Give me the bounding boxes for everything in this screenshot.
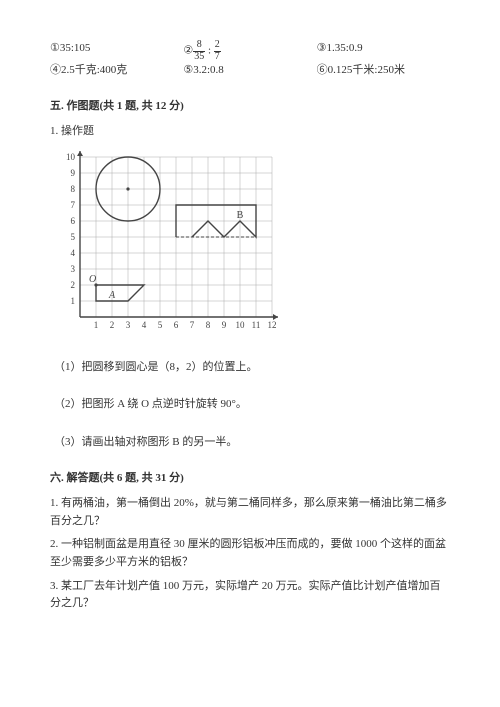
ratio-row-2: ④2.5千克:400克 ⑤3.2:0.8 ⑥0.125千米:250米 xyxy=(50,62,450,80)
ratio-1: ①35:105 xyxy=(50,40,183,62)
section-5-q1-title: 1. 操作题 xyxy=(50,123,450,141)
fraction-1: 835 xyxy=(193,40,205,62)
svg-text:4: 4 xyxy=(71,248,76,258)
ratio-6: ⑥0.125千米:250米 xyxy=(317,62,450,80)
section-6-q2: 2. 一种铝制面盆是用直径 30 厘米的圆形铝板冲压而成的，要做 1000 个这… xyxy=(50,536,450,571)
fraction-1-num: 8 xyxy=(193,40,205,52)
svg-text:3: 3 xyxy=(126,320,131,330)
svg-text:A: A xyxy=(108,290,116,301)
fraction-2-den: 7 xyxy=(214,52,221,63)
ratio-2-prefix: ② xyxy=(183,45,193,57)
grid-diagram: 12345678910111212345678910AOB xyxy=(50,147,290,347)
fraction-1-den: 35 xyxy=(193,52,205,63)
section-6-q3: 3. 某工厂去年计划产值 100 万元，实际增产 20 万元。实际产值比计划产值… xyxy=(50,578,450,613)
svg-text:6: 6 xyxy=(71,216,76,226)
svg-text:11: 11 xyxy=(252,320,261,330)
svg-text:2: 2 xyxy=(71,280,76,290)
svg-text:8: 8 xyxy=(206,320,211,330)
svg-text:12: 12 xyxy=(268,320,277,330)
section-5-sub2: （2）把图形 A 绕 O 点逆时针旋转 90°。 xyxy=(54,396,450,414)
svg-text:9: 9 xyxy=(71,168,76,178)
svg-text:5: 5 xyxy=(158,320,163,330)
svg-text:7: 7 xyxy=(71,200,76,210)
svg-text:2: 2 xyxy=(110,320,115,330)
svg-text:9: 9 xyxy=(222,320,227,330)
fraction-2-num: 2 xyxy=(214,40,221,52)
svg-text:1: 1 xyxy=(94,320,99,330)
section-5-sub3: （3）请画出轴对称图形 B 的另一半。 xyxy=(54,434,450,452)
section-6-title: 六. 解答题(共 6 题, 共 31 分) xyxy=(50,470,450,488)
fraction-2: 27 xyxy=(214,40,221,62)
section-6-q1: 1. 有两桶油，第一桶倒出 20%，就与第二桶同样多，那么原来第一桶油比第二桶多… xyxy=(50,495,450,530)
svg-text:4: 4 xyxy=(142,320,147,330)
section-5-sub1: （1）把圆移到圆心是（8，2）的位置上。 xyxy=(54,359,450,377)
svg-text:B: B xyxy=(237,210,244,221)
svg-text:5: 5 xyxy=(71,232,76,242)
svg-text:O: O xyxy=(89,274,96,285)
ratio-row-1: ①35:105 ②835 : 27 ③1.35:0.9 xyxy=(50,40,450,62)
ratio-5: ⑤3.2:0.8 xyxy=(183,62,316,80)
svg-text:8: 8 xyxy=(71,184,76,194)
svg-text:10: 10 xyxy=(236,320,246,330)
svg-text:10: 10 xyxy=(66,152,76,162)
ratio-2-colon: : xyxy=(205,45,214,57)
svg-text:3: 3 xyxy=(71,264,76,274)
ratio-2: ②835 : 27 xyxy=(183,40,316,62)
svg-text:7: 7 xyxy=(190,320,195,330)
ratio-4: ④2.5千克:400克 xyxy=(50,62,183,80)
svg-text:6: 6 xyxy=(174,320,179,330)
svg-text:1: 1 xyxy=(71,296,76,306)
section-5-title: 五. 作图题(共 1 题, 共 12 分) xyxy=(50,98,450,116)
ratio-3: ③1.35:0.9 xyxy=(317,40,450,62)
